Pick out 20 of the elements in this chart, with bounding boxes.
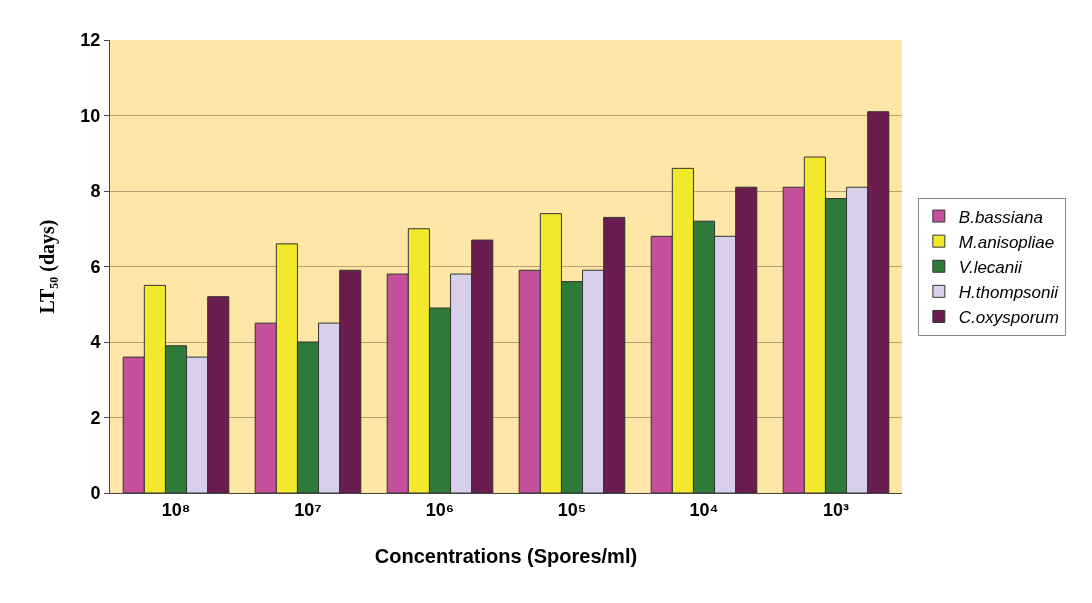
x-tick-label: 10⁴ [689, 499, 719, 520]
y-tick-label: 2 [90, 407, 101, 428]
x-tick-label: 10⁷ [294, 499, 322, 520]
legend-label: C.oxysporum [958, 308, 1059, 328]
y-tick-label: 6 [90, 256, 101, 277]
x-tick-label: 10³ [822, 499, 850, 520]
y-tick-label: 10 [80, 105, 101, 126]
y-axis-title: LT₅₀ (days) [35, 219, 59, 314]
y-tick-label: 8 [90, 181, 101, 202]
legend-label: B.bassiana [958, 207, 1043, 227]
legend-label: H.thompsonii [958, 282, 1060, 302]
y-tick-label: 0 [90, 483, 101, 504]
legend-label: M.anisopliae [958, 232, 1055, 252]
x-tick-label: 10⁵ [557, 499, 587, 520]
x-tick-label: 10⁶ [425, 499, 455, 520]
x-tick-label: 10⁸ [161, 499, 191, 520]
y-tick-label: 4 [90, 332, 101, 353]
y-tick-label: 12 [80, 30, 101, 51]
legend-label: V.lecanii [958, 257, 1024, 277]
x-axis-title: Concentrations (Spores/ml) [374, 545, 638, 568]
